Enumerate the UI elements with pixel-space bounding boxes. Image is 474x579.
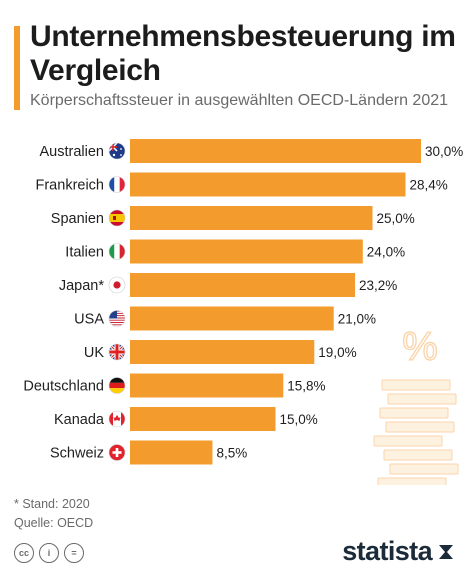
bar bbox=[130, 139, 421, 163]
category-label: Japan* bbox=[59, 278, 105, 294]
bar bbox=[130, 440, 213, 465]
category-label: Kanada bbox=[54, 412, 105, 428]
footnote-source: Quelle: OECD bbox=[14, 516, 94, 530]
bar bbox=[130, 239, 363, 264]
percent-decoration: % bbox=[373, 324, 459, 485]
canada-flag bbox=[108, 410, 126, 428]
category-label: Italien bbox=[65, 245, 104, 261]
paper-stack-item bbox=[389, 463, 459, 475]
category-label: Deutschland bbox=[23, 379, 104, 395]
category-label: Schweiz bbox=[50, 446, 104, 462]
bar bbox=[130, 206, 373, 230]
japan-flag bbox=[108, 276, 126, 294]
paper-stack-item bbox=[373, 435, 443, 447]
chart-subtitle: Körperschaftssteuer in ausgewählten OECD… bbox=[30, 92, 449, 109]
category-label: USA bbox=[74, 312, 104, 328]
paper-stack-item bbox=[377, 477, 447, 485]
paper-stack-item bbox=[385, 421, 455, 433]
footnote: * Stand: 2020 Quelle: OECD bbox=[14, 495, 93, 533]
paper-stack-item bbox=[387, 393, 457, 405]
italy-flag bbox=[108, 243, 126, 260]
bar bbox=[130, 373, 284, 398]
uk-flag bbox=[108, 343, 126, 361]
value-label: 25,0% bbox=[377, 211, 415, 226]
bar bbox=[130, 340, 315, 364]
switzerland-flag bbox=[108, 444, 126, 461]
cc-icon: cc bbox=[14, 543, 34, 563]
bar bbox=[130, 273, 356, 297]
bar bbox=[130, 407, 276, 431]
category-label: UK bbox=[84, 345, 104, 361]
value-label: 30,0% bbox=[425, 144, 463, 159]
australia-flag bbox=[108, 142, 126, 160]
bar bbox=[130, 306, 334, 331]
paper-stack-item bbox=[381, 379, 451, 391]
nd-icon: = bbox=[64, 543, 84, 563]
value-label: 24,0% bbox=[367, 245, 405, 260]
category-label: Frankreich bbox=[36, 178, 105, 194]
bar-chart: % Australien 30,0% Frankreich 28,4% Spanien 25… bbox=[23, 139, 463, 485]
value-label: 15,8% bbox=[287, 379, 325, 394]
germany-flag bbox=[108, 377, 126, 394]
footnote-stand: * Stand: 2020 bbox=[14, 497, 90, 511]
license-icons[interactable]: cc i = bbox=[14, 543, 84, 563]
category-label: Australien bbox=[40, 144, 104, 160]
value-label: 19,0% bbox=[318, 345, 356, 360]
value-label: 21,0% bbox=[338, 312, 376, 327]
usa-flag bbox=[108, 310, 126, 327]
statista-logo-text: statista bbox=[342, 536, 432, 566]
spain-flag bbox=[108, 209, 126, 227]
accent-bar bbox=[14, 26, 20, 110]
statista-logo-icon bbox=[439, 544, 453, 559]
france-flag bbox=[108, 176, 126, 193]
statista-logo[interactable]: statista bbox=[342, 536, 456, 567]
bar bbox=[130, 172, 406, 197]
by-icon: i bbox=[39, 543, 59, 563]
value-label: 15,0% bbox=[280, 412, 318, 427]
percent-symbol: % bbox=[402, 325, 438, 369]
value-label: 23,2% bbox=[359, 278, 397, 293]
paper-stack-item bbox=[383, 449, 453, 461]
value-label: 8,5% bbox=[216, 446, 247, 461]
category-label: Spanien bbox=[51, 211, 104, 227]
value-label: 28,4% bbox=[409, 178, 447, 193]
chart-title: Unternehmensbesteuerung im Vergleich bbox=[30, 20, 456, 87]
paper-stack-item bbox=[379, 407, 449, 419]
